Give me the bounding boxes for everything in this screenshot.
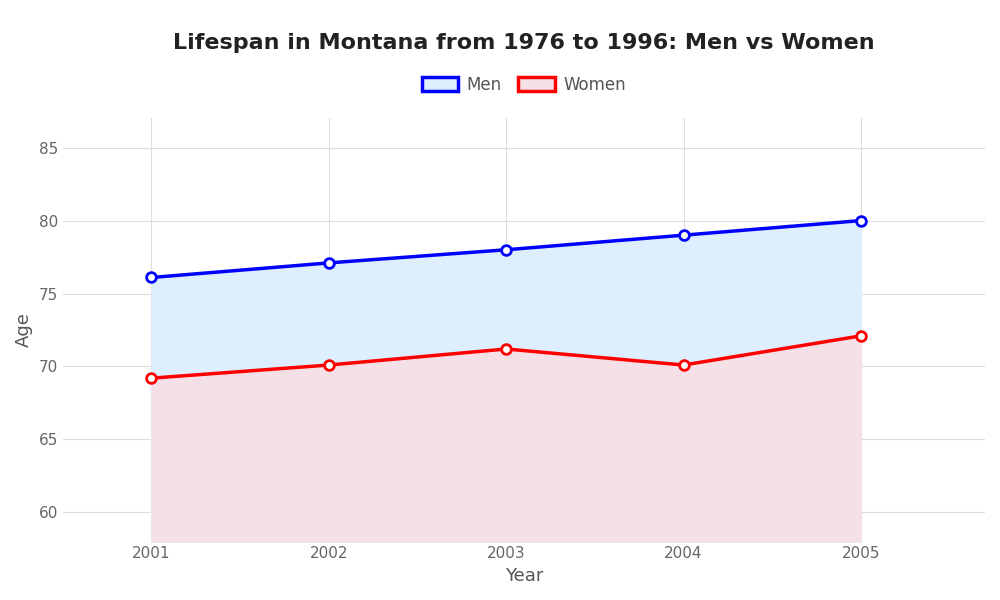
Legend: Men, Women: Men, Women [422, 76, 626, 94]
X-axis label: Year: Year [505, 567, 543, 585]
Y-axis label: Age: Age [15, 313, 33, 347]
Title: Lifespan in Montana from 1976 to 1996: Men vs Women: Lifespan in Montana from 1976 to 1996: M… [173, 33, 875, 53]
